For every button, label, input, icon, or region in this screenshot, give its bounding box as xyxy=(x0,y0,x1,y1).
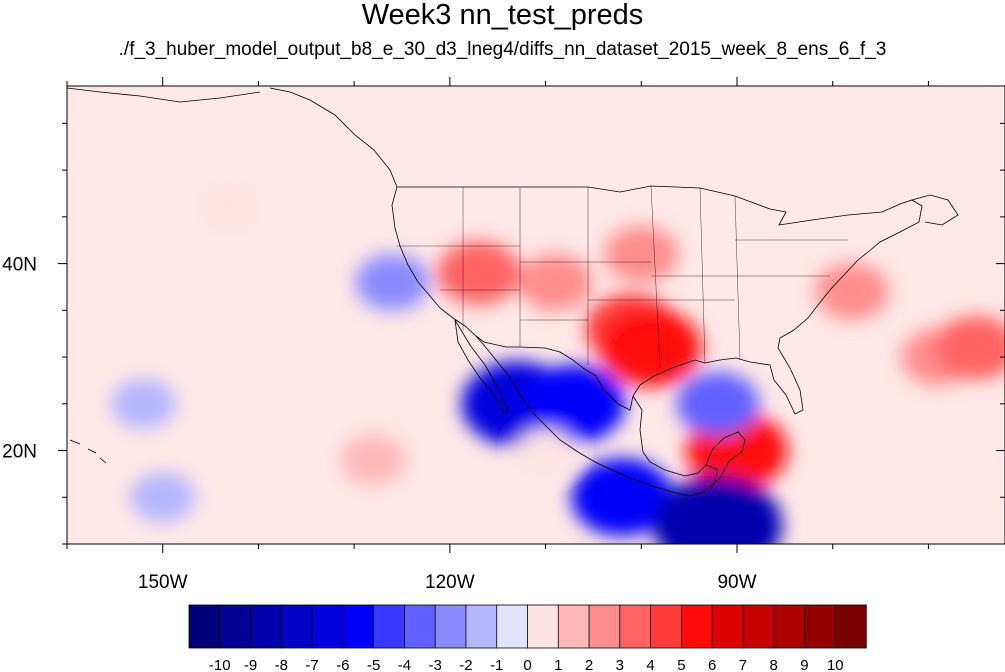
colorbar-label-16: 6 xyxy=(708,657,716,672)
colorbar-swatch-11 xyxy=(527,604,559,649)
anomaly-mark-3 xyxy=(600,308,702,387)
anomaly-mark-14 xyxy=(571,458,673,537)
anomaly-mark-18 xyxy=(130,472,196,523)
colorbar-swatch-13 xyxy=(588,604,621,649)
colorbar-swatch-1 xyxy=(219,604,252,649)
colorbar-swatch-4 xyxy=(311,604,344,649)
anomaly-mark-0 xyxy=(518,253,593,311)
chart-title: Week3 nn_test_preds xyxy=(361,0,644,31)
colorbar-label-4: -6 xyxy=(336,657,349,672)
baja-outline xyxy=(454,319,509,415)
anomaly-mark-17 xyxy=(340,434,406,485)
anomaly-mark-9 xyxy=(201,186,258,230)
anomaly-mark-13 xyxy=(676,371,760,436)
colorbar-label-9: -1 xyxy=(490,657,503,672)
colorbar-swatch-12 xyxy=(557,604,590,649)
x-tick-label-1: 120W xyxy=(425,572,475,593)
chart-subtitle: ./f_3_huber_model_output_b8_e_30_d3_lneg… xyxy=(118,39,887,60)
colorbar-label-18: 8 xyxy=(770,657,778,672)
colorbar-swatch-14 xyxy=(619,604,652,649)
map-plot-area xyxy=(67,86,1005,544)
colorbar-swatch-15 xyxy=(650,604,683,649)
colorbar-label-3: -7 xyxy=(305,657,318,672)
colorbar-label-20: 10 xyxy=(827,657,844,672)
colorbar-label-6: -4 xyxy=(398,657,411,672)
colorbar-swatch-19 xyxy=(773,604,806,649)
colorbar-swatch-0 xyxy=(188,604,221,649)
colorbar-swatch-7 xyxy=(404,604,436,649)
y-tick-label-0: 40N xyxy=(2,255,37,276)
colorbar-label-11: 1 xyxy=(554,657,562,672)
map-ticks xyxy=(58,77,1005,553)
nova-scotia-coast xyxy=(911,194,959,226)
colorbar-label-2: -8 xyxy=(275,657,288,672)
anomaly-mark-19 xyxy=(517,429,574,473)
mexico-outline xyxy=(475,335,719,497)
colorbar-label-0: -10 xyxy=(209,657,231,672)
anomaly-mark-7 xyxy=(934,315,1005,380)
anomaly-mark-16 xyxy=(111,378,177,429)
hawaii-outline xyxy=(69,439,107,464)
colorbar-swatch-17 xyxy=(711,604,744,649)
colorbar-label-12: 2 xyxy=(585,657,593,672)
colorbar-label-7: -3 xyxy=(429,657,442,672)
colorbar-swatch-20 xyxy=(804,604,836,649)
colorbar-swatch-3 xyxy=(280,604,313,649)
anomaly-mark-1 xyxy=(436,240,521,305)
us-outline xyxy=(391,185,923,415)
colorbar-label-10: 0 xyxy=(523,657,531,672)
colorbar-label-17: 7 xyxy=(739,657,747,672)
colorbar-swatch-10 xyxy=(496,604,529,649)
colorbar-labels: -10 -9 -8 -7 -6 -5 -4 -3 -2 -1 0 1 2 3 4 5 6 7 8 9 10 xyxy=(209,657,844,672)
colorbar xyxy=(188,604,867,649)
state-borders xyxy=(397,185,848,369)
colorbar-swatch-5 xyxy=(342,604,375,649)
anomaly-mark-4 xyxy=(604,225,679,283)
anomaly-field xyxy=(111,186,1005,544)
x-tick-label-2: 90W xyxy=(717,572,756,593)
colorbar-swatch-21 xyxy=(834,604,867,649)
map-frame xyxy=(66,85,1005,545)
colorbar-swatch-9 xyxy=(465,604,498,649)
y-tick-label-1: 20N xyxy=(2,442,37,463)
yucatan-outline xyxy=(703,431,746,493)
anomaly-mark-10 xyxy=(355,253,430,311)
tick-labels: 150W 120W 90W 40N 20N xyxy=(2,255,756,593)
anomaly-mark-15 xyxy=(653,475,783,544)
colorbar-label-8: -2 xyxy=(459,657,472,672)
canada-coast xyxy=(269,87,398,188)
colorbar-label-19: 9 xyxy=(800,657,808,672)
colorbar-swatch-6 xyxy=(373,604,406,649)
colorbar-label-15: 5 xyxy=(677,657,685,672)
colorbar-swatch-8 xyxy=(434,604,467,649)
alaska-coast xyxy=(67,87,261,103)
coastline-outlines xyxy=(67,87,959,497)
anomaly-mark-12 xyxy=(523,364,625,443)
colorbar-label-5: -5 xyxy=(367,657,380,672)
colorbar-swatch-2 xyxy=(250,604,283,649)
colorbar-label-1: -9 xyxy=(244,657,257,672)
colorbar-label-13: 3 xyxy=(616,657,624,672)
colorbar-swatch-16 xyxy=(680,604,713,649)
colorbar-label-14: 4 xyxy=(646,657,654,672)
anomaly-mark-5 xyxy=(814,263,889,321)
x-tick-label-0: 150W xyxy=(138,572,188,593)
colorbar-swatch-18 xyxy=(742,604,775,649)
